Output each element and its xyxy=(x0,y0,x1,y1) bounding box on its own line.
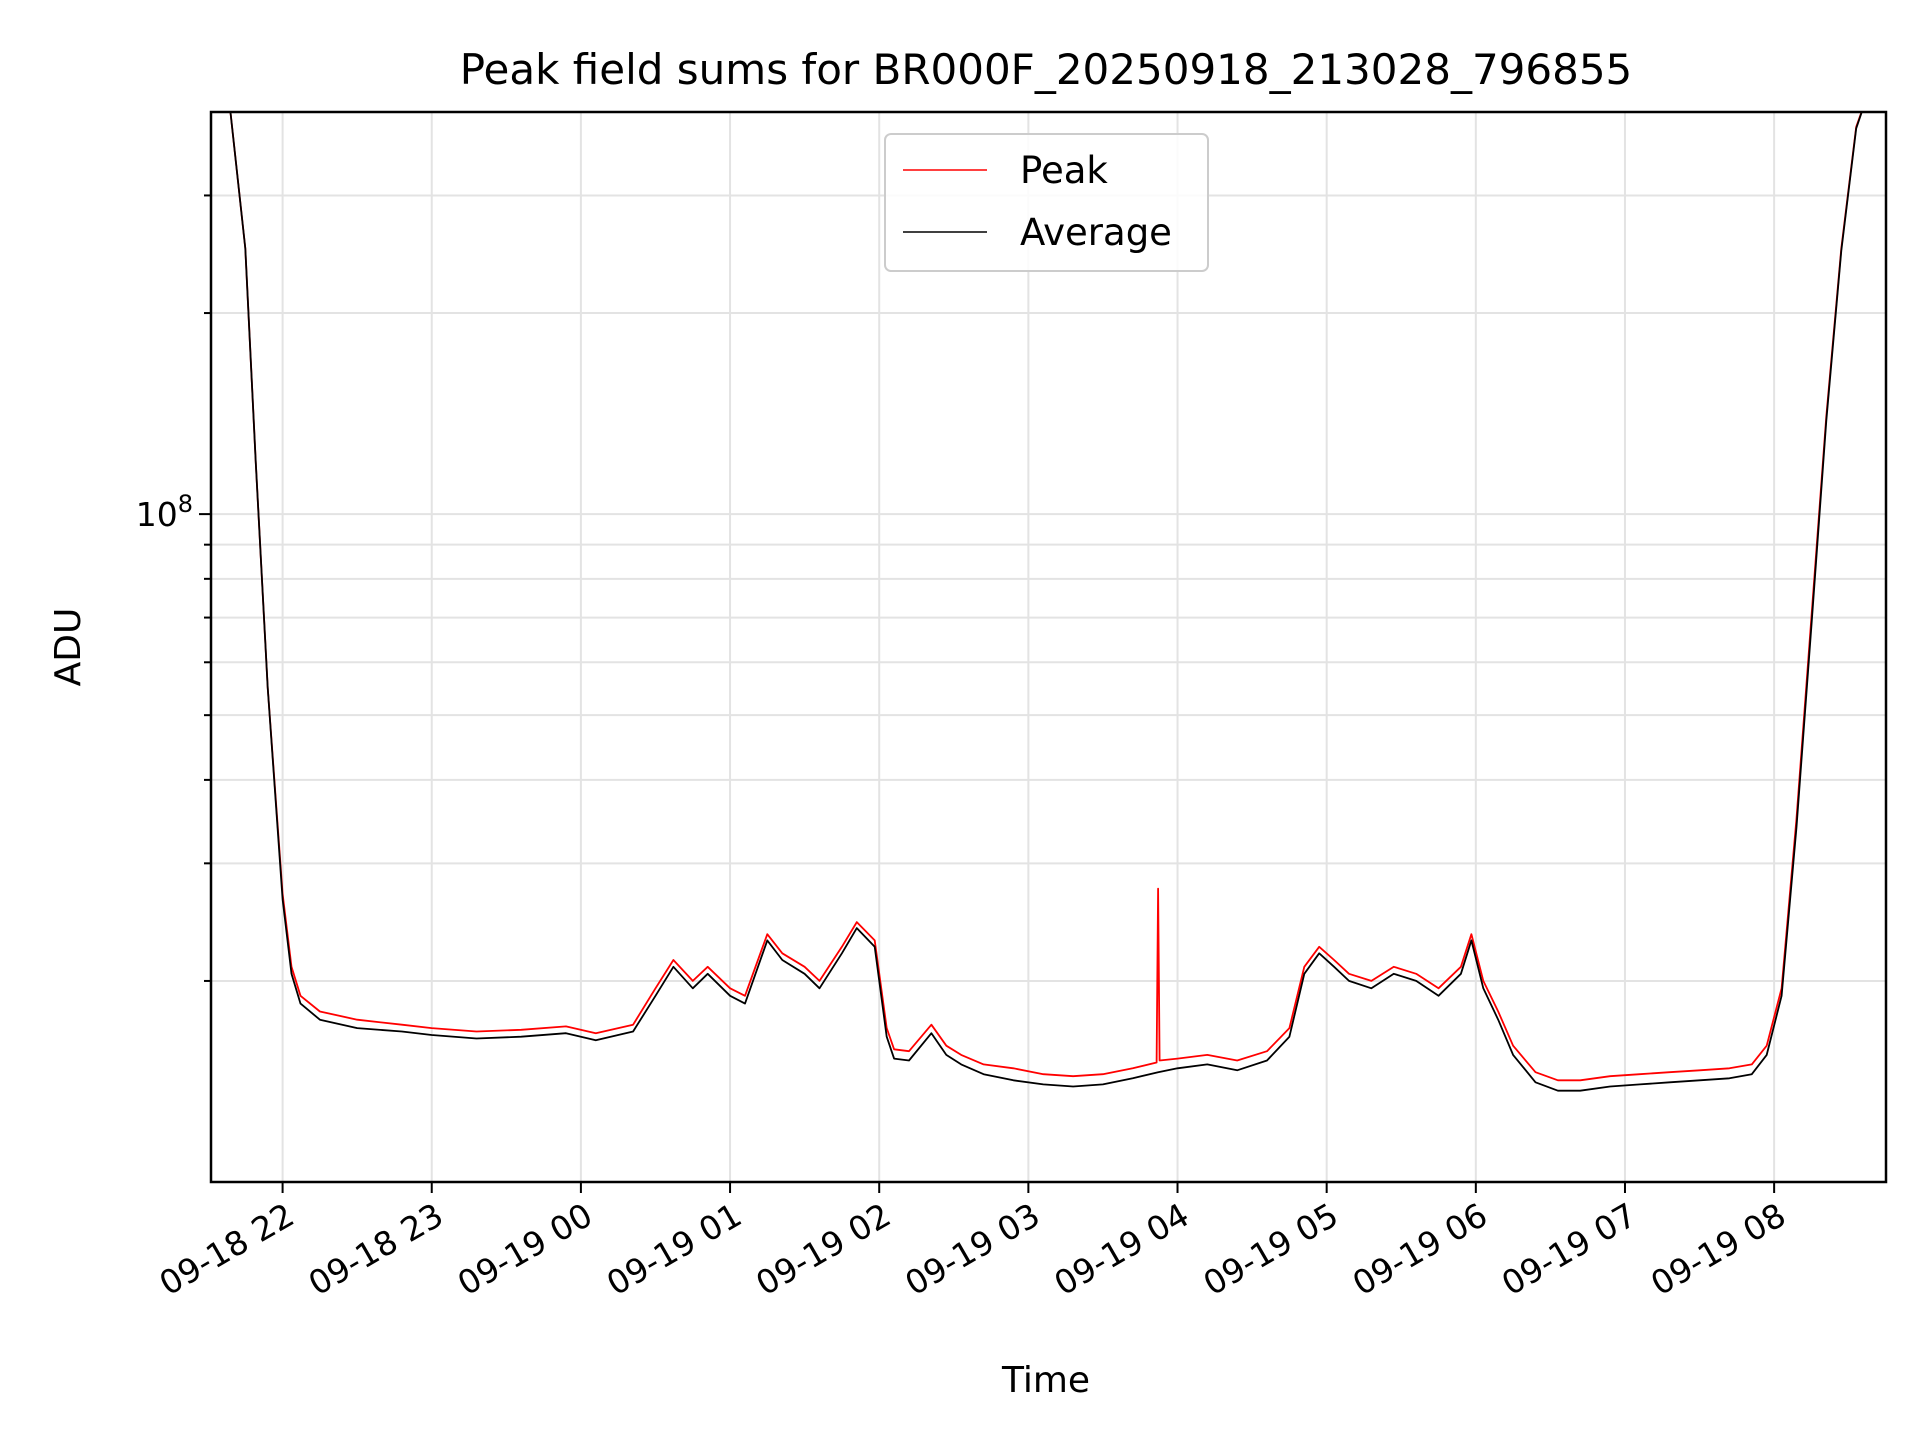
legend: Peak Average xyxy=(884,133,1209,272)
legend-label-average: Average xyxy=(1020,211,1172,254)
y-tick-label-base: 10 xyxy=(136,495,178,534)
x-axis-label: Time xyxy=(1001,1360,1090,1401)
plot-series xyxy=(229,112,1863,1092)
axes-frame xyxy=(209,110,1888,1184)
y-tick-label-exponent: 8 xyxy=(178,490,193,518)
legend-box xyxy=(884,133,1209,272)
legend-label-peak: Peak xyxy=(1020,149,1108,192)
y-tick-label: 108 xyxy=(136,490,193,534)
series-line-peak xyxy=(229,112,1863,1082)
y-axis-label: ADU xyxy=(48,608,89,687)
series-line-average xyxy=(229,112,1863,1092)
y-axis-ticks: 108 xyxy=(136,194,211,982)
grid xyxy=(211,112,1886,1182)
chart-title: Peak field sums for BR000F_20250918_2130… xyxy=(460,45,1633,94)
